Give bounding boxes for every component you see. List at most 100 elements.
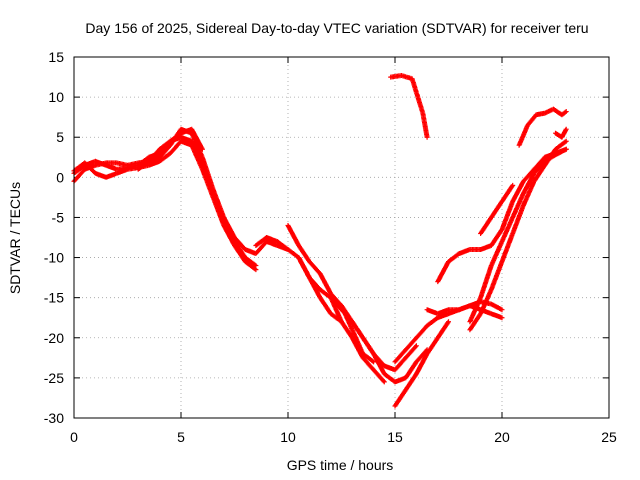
data-point-run	[420, 110, 430, 139]
data-point-run	[520, 180, 536, 208]
y-tick-label: 15	[48, 49, 64, 65]
data-point-run	[478, 288, 494, 317]
data-point-run	[306, 275, 322, 299]
data-point-run	[559, 109, 568, 118]
data-point	[499, 307, 505, 313]
data-point-run	[242, 259, 258, 272]
series-17	[478, 182, 516, 236]
data-point	[563, 109, 569, 115]
data-point-run	[435, 320, 451, 341]
data-point-run	[167, 131, 183, 144]
data-point	[446, 319, 451, 325]
data-point-run	[167, 139, 183, 156]
data-point-run	[403, 372, 419, 393]
plot-frame	[73, 56, 610, 419]
series-10	[392, 319, 451, 409]
data-point-run	[499, 216, 515, 244]
y-tick-label: -15	[44, 290, 64, 306]
data-point-run	[531, 163, 547, 184]
y-tick-label: 0	[56, 169, 64, 185]
data-point-run	[553, 139, 568, 152]
data-point-run	[520, 172, 536, 196]
data-point-run	[392, 388, 408, 409]
y-tick-label: -10	[44, 250, 64, 266]
series-6	[285, 223, 430, 385]
series-9	[339, 303, 377, 365]
axis-ticks: 0 5 10 15 20 25 15 10 5 0 -5 -10 -15 -20 -25 -30	[44, 49, 617, 445]
data-point-run	[409, 76, 425, 115]
x-axis-label: GPS time / hours	[287, 457, 394, 473]
data-point-run	[371, 367, 386, 384]
data-point-run	[92, 170, 108, 180]
data-point-run	[157, 143, 172, 160]
x-tick-label: 15	[387, 429, 403, 445]
data-point-run	[221, 223, 237, 247]
data-point-run	[456, 303, 472, 313]
series-18	[516, 106, 569, 148]
data-point	[499, 315, 505, 321]
x-tick-label: 0	[70, 429, 78, 445]
data-point-run	[413, 324, 429, 341]
data-point-run	[392, 348, 408, 365]
data-point-run	[392, 356, 408, 373]
data-point	[424, 134, 430, 140]
data-point-run	[403, 336, 418, 353]
data-point-run	[360, 335, 376, 356]
y-tick-label: -30	[44, 410, 64, 426]
data-point	[510, 182, 516, 188]
x-tick-label: 25	[601, 429, 617, 445]
series-16	[467, 138, 569, 333]
data-point-run	[424, 336, 440, 357]
data-point-run	[189, 142, 205, 171]
data-point-run	[285, 247, 301, 260]
data-point-run	[360, 351, 375, 364]
data-point-run	[531, 159, 547, 176]
data-point-run	[488, 200, 504, 220]
data-point-run	[381, 371, 397, 384]
data-point-run	[446, 251, 461, 265]
data-point-run	[82, 160, 97, 175]
data-point-run	[499, 232, 515, 265]
data-point-run	[424, 316, 440, 329]
data-point-run	[349, 319, 365, 340]
data-point-run	[525, 113, 538, 128]
series-19	[553, 126, 569, 140]
data-point-run	[328, 291, 344, 308]
data-point-run	[413, 348, 429, 365]
data-point-run	[553, 147, 568, 158]
data-point-run	[199, 166, 216, 199]
x-tick-label: 20	[494, 429, 510, 445]
series-3	[71, 138, 259, 273]
data-point-run	[328, 295, 344, 323]
grid-lines	[74, 57, 609, 418]
data-point-run	[296, 255, 312, 279]
data-point-run	[274, 239, 290, 252]
data-point-run	[488, 228, 504, 248]
x-tick-label: 5	[177, 429, 185, 445]
data-point-run	[210, 194, 226, 227]
data-point-run	[317, 287, 333, 300]
data-point-run	[559, 127, 569, 140]
chart-title: Day 156 of 2025, Sidereal Day-to-day VTE…	[85, 20, 588, 36]
series-2	[71, 134, 259, 269]
data-point-run	[349, 327, 365, 356]
data-point-run	[510, 192, 526, 220]
data-point-run	[189, 126, 205, 151]
data-point	[413, 343, 419, 349]
data-point	[563, 138, 569, 144]
series-5	[253, 235, 419, 373]
data-point-run	[146, 147, 162, 164]
data-point-run	[413, 352, 429, 377]
data-point-run	[488, 260, 504, 293]
data-point-run	[317, 271, 333, 295]
data-points	[71, 73, 569, 409]
data-point-run	[157, 139, 172, 152]
data-point	[563, 126, 569, 132]
data-point-run	[456, 247, 472, 256]
data-point-run	[317, 295, 333, 316]
data-point-run	[285, 223, 301, 247]
data-point-run	[516, 123, 530, 148]
data-point-run	[253, 240, 269, 256]
x-tick-label: 10	[280, 429, 296, 445]
data-point-run	[467, 312, 483, 333]
